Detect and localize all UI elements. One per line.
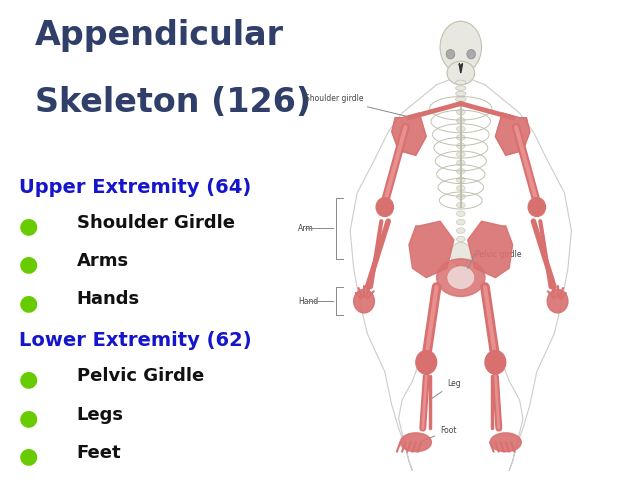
Ellipse shape [456, 86, 466, 90]
Text: Skeleton (126): Skeleton (126) [35, 86, 311, 120]
Ellipse shape [456, 245, 465, 251]
Ellipse shape [451, 242, 471, 266]
Text: Appendicular: Appendicular [35, 19, 284, 52]
Text: Hands: Hands [77, 290, 140, 308]
Ellipse shape [456, 253, 465, 259]
Ellipse shape [456, 194, 465, 200]
Text: Arm: Arm [298, 224, 314, 233]
Ellipse shape [354, 289, 374, 313]
Polygon shape [495, 113, 530, 156]
Ellipse shape [456, 211, 465, 216]
Ellipse shape [416, 350, 436, 374]
Polygon shape [409, 221, 454, 277]
Ellipse shape [401, 433, 431, 452]
Polygon shape [468, 221, 513, 277]
Text: Hand: Hand [298, 297, 319, 306]
Text: ●: ● [19, 254, 38, 275]
Ellipse shape [456, 236, 465, 242]
Ellipse shape [490, 433, 522, 452]
Ellipse shape [456, 109, 465, 115]
Ellipse shape [456, 101, 465, 107]
Ellipse shape [456, 126, 465, 132]
Text: Shoulder Girdle: Shoulder Girdle [77, 214, 235, 231]
Text: ●: ● [19, 408, 38, 428]
Text: ●: ● [19, 216, 38, 236]
Text: Shoulder girdle: Shoulder girdle [305, 95, 410, 117]
Text: Leg: Leg [432, 379, 461, 398]
Ellipse shape [456, 97, 466, 102]
Ellipse shape [456, 152, 465, 157]
Ellipse shape [456, 168, 465, 174]
Ellipse shape [456, 160, 465, 166]
Text: Legs: Legs [77, 406, 124, 423]
Text: Feet: Feet [77, 444, 122, 462]
Ellipse shape [456, 143, 465, 149]
Ellipse shape [447, 266, 475, 289]
Ellipse shape [456, 228, 465, 233]
Ellipse shape [456, 177, 465, 182]
Text: ●: ● [19, 370, 38, 390]
Ellipse shape [436, 259, 485, 297]
Text: ●: ● [19, 293, 38, 313]
Ellipse shape [456, 91, 466, 96]
Polygon shape [392, 113, 426, 156]
Text: Lower Extremity (62): Lower Extremity (62) [19, 331, 252, 350]
Ellipse shape [456, 134, 465, 140]
Ellipse shape [376, 198, 394, 216]
Text: Arms: Arms [77, 252, 129, 270]
Ellipse shape [456, 185, 465, 191]
Ellipse shape [456, 203, 465, 208]
Ellipse shape [456, 80, 466, 85]
Ellipse shape [456, 219, 465, 225]
Ellipse shape [440, 21, 481, 73]
Ellipse shape [547, 289, 568, 313]
Text: Upper Extremity (64): Upper Extremity (64) [19, 178, 252, 197]
Ellipse shape [456, 118, 465, 123]
Ellipse shape [456, 262, 465, 267]
Text: Foot: Foot [422, 426, 456, 441]
Ellipse shape [485, 350, 506, 374]
Ellipse shape [446, 49, 455, 59]
Text: ●: ● [19, 446, 38, 467]
Text: Pelvic Girdle: Pelvic Girdle [77, 367, 204, 385]
Ellipse shape [467, 49, 476, 59]
Ellipse shape [447, 61, 475, 85]
Text: Pelvic girdle: Pelvic girdle [475, 250, 521, 259]
Polygon shape [459, 64, 463, 73]
Ellipse shape [528, 198, 545, 216]
